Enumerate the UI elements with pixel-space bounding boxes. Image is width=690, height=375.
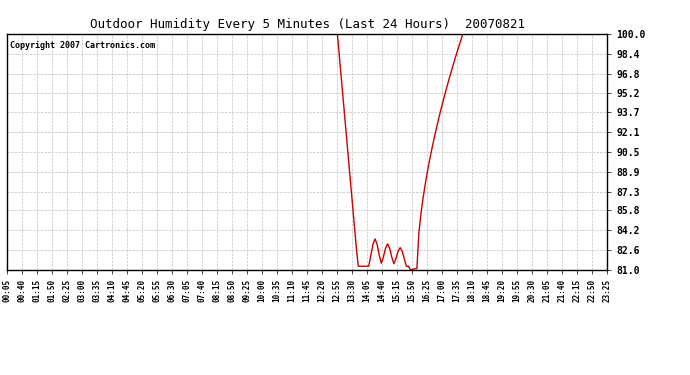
Title: Outdoor Humidity Every 5 Minutes (Last 24 Hours)  20070821: Outdoor Humidity Every 5 Minutes (Last 2… xyxy=(90,18,524,31)
Text: Copyright 2007 Cartronics.com: Copyright 2007 Cartronics.com xyxy=(10,41,155,50)
